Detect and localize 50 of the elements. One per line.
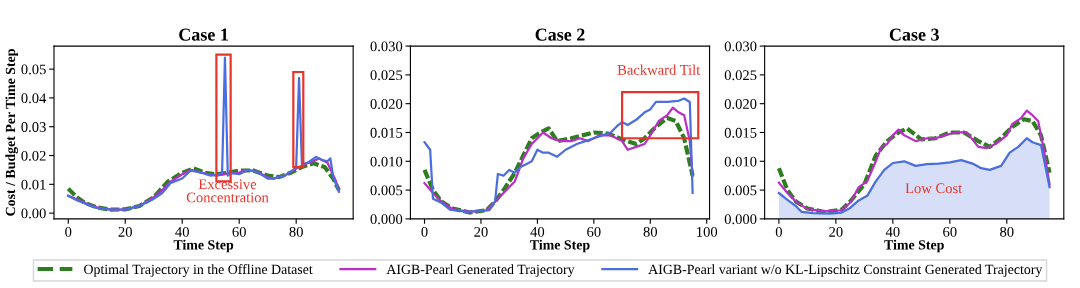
x-tick-label: 100 xyxy=(697,226,718,237)
x-tick-label: 20 xyxy=(118,226,132,237)
x-tick-label: 80 xyxy=(289,226,303,237)
y-tick-label: 0.000 xyxy=(724,214,757,225)
y-tick-label: 0.000 xyxy=(370,214,403,225)
x-tick-label: 40 xyxy=(175,226,189,237)
annotation: Backward Tilt xyxy=(617,64,701,75)
y-tick-label: 0.010 xyxy=(724,156,757,167)
x-axis-title: Time Step xyxy=(173,239,234,253)
y-tick-label: 0.030 xyxy=(370,41,403,52)
legend-label: AIGB-Pearl Generated Trajectory xyxy=(386,264,575,277)
y-axis-title: Cost / Budget Per Time Step xyxy=(5,49,19,216)
y-tick-label: 0.005 xyxy=(370,185,403,196)
x-tick-label: 20 xyxy=(474,226,488,237)
y-tick-label: 0.030 xyxy=(724,41,757,52)
annotation: Low Cost xyxy=(905,183,963,194)
x-tick-label: 20 xyxy=(829,226,843,237)
legend-label: AIGB-Pearl variant w/o KL-Lipschitz Constraint Generated Trajectory xyxy=(648,264,1043,277)
y-tick-label: 0.025 xyxy=(724,70,757,81)
x-tick-label: 60 xyxy=(943,226,957,237)
y-tick-label: 0.015 xyxy=(370,127,403,138)
x-tick-label: 40 xyxy=(885,226,900,237)
y-tick-label: 0.020 xyxy=(724,99,757,109)
x-axis-title: Time Step xyxy=(530,239,590,253)
y-tick-label: 0.00 xyxy=(21,208,46,219)
y-tick-label: 0.025 xyxy=(370,70,403,81)
y-tick-label: 0.05 xyxy=(21,64,46,75)
y-tick-label: 0.005 xyxy=(724,185,757,196)
y-tick-label: 0.04 xyxy=(21,93,47,104)
x-axis-title: Time Step xyxy=(884,239,944,253)
chart-title: Case 2 xyxy=(535,28,585,41)
x-tick-label: 60 xyxy=(232,226,246,237)
y-tick-label: 0.02 xyxy=(21,150,46,161)
line-series xyxy=(67,56,341,211)
x-tick-label: 0 xyxy=(421,226,428,237)
x-tick-label: 80 xyxy=(1000,226,1014,237)
y-tick-label: 0.020 xyxy=(370,99,403,109)
x-tick-label: 0 xyxy=(775,226,782,237)
x-tick-label: 80 xyxy=(643,226,658,237)
x-tick-label: 0 xyxy=(65,226,72,237)
y-tick-label: 0.01 xyxy=(21,179,46,190)
chart-title: Case 1 xyxy=(179,28,228,41)
y-tick-label: 0.015 xyxy=(724,127,757,138)
y-tick-label: 0.03 xyxy=(21,122,46,132)
chart-title: Case 3 xyxy=(889,28,939,41)
y-tick-label: 0.010 xyxy=(370,156,403,167)
x-tick-label: 60 xyxy=(587,226,601,237)
annotation: Excessive Concentration xyxy=(186,179,269,203)
legend-label: Optimal Trajectory in the Offline Dataset xyxy=(84,264,313,277)
x-tick-label: 40 xyxy=(530,226,545,237)
